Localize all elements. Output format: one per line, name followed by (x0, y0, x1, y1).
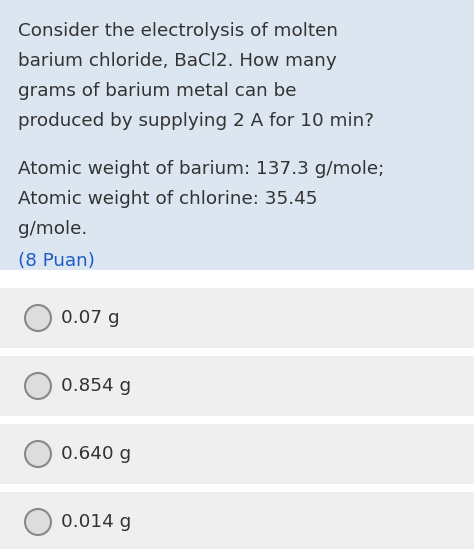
FancyBboxPatch shape (0, 424, 474, 484)
Text: g/mole.: g/mole. (18, 220, 87, 238)
Text: Consider the electrolysis of molten: Consider the electrolysis of molten (18, 22, 338, 40)
Text: 0.854 g: 0.854 g (61, 377, 131, 395)
Text: grams of barium metal can be: grams of barium metal can be (18, 82, 297, 100)
Text: 0.640 g: 0.640 g (61, 445, 131, 463)
FancyBboxPatch shape (0, 0, 474, 270)
Text: 0.014 g: 0.014 g (61, 513, 131, 531)
FancyBboxPatch shape (0, 288, 474, 348)
Text: barium chloride, BaCl2. How many: barium chloride, BaCl2. How many (18, 52, 337, 70)
Text: Atomic weight of chlorine: 35.45: Atomic weight of chlorine: 35.45 (18, 190, 318, 208)
FancyBboxPatch shape (0, 356, 474, 416)
Ellipse shape (25, 373, 51, 399)
Ellipse shape (25, 305, 51, 331)
Ellipse shape (25, 509, 51, 535)
Text: produced by supplying 2 A for 10 min?: produced by supplying 2 A for 10 min? (18, 112, 374, 130)
Ellipse shape (25, 441, 51, 467)
Text: (8 Puan): (8 Puan) (18, 252, 95, 270)
Text: 0.07 g: 0.07 g (61, 309, 119, 327)
FancyBboxPatch shape (0, 492, 474, 549)
Text: Atomic weight of barium: 137.3 g/mole;: Atomic weight of barium: 137.3 g/mole; (18, 160, 384, 178)
